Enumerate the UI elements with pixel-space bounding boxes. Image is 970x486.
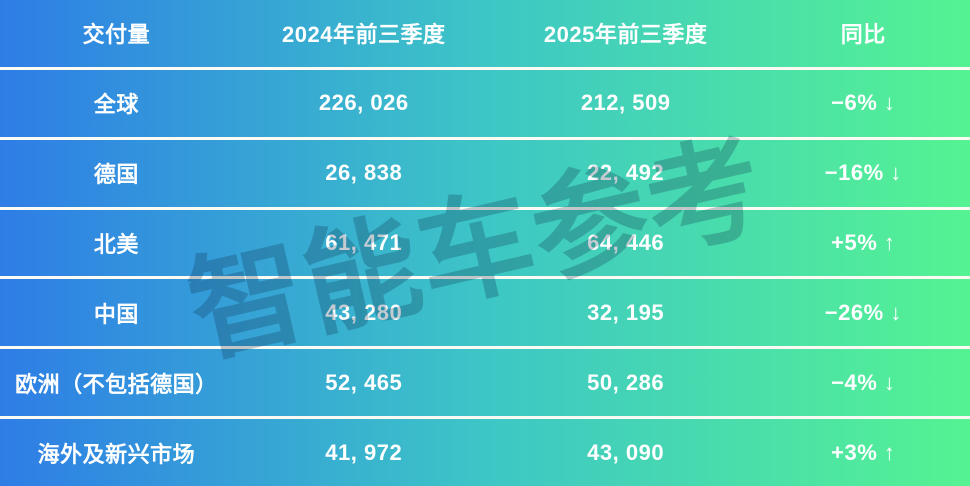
- yoy-cell: −26% ↓: [824, 299, 902, 325]
- value-2024-cell: 43, 280: [325, 299, 403, 325]
- value-2025-cell: 50, 286: [587, 369, 665, 395]
- region-cell: 海外及新兴市场: [37, 441, 196, 467]
- value-2025-cell: 32, 195: [587, 299, 665, 325]
- region-cell: 欧洲（不包括德国）: [15, 371, 218, 397]
- value-2024-cell: 26, 838: [325, 160, 403, 186]
- value-2024-cell: 226, 026: [318, 90, 409, 116]
- yoy-cell: −16% ↓: [824, 160, 902, 186]
- table-row-germany: 德国 26, 838 22, 492 −16% ↓: [0, 136, 970, 207]
- table-row-north-america: 北美 61, 471 64, 446 +5% ↑: [0, 206, 970, 277]
- value-2025-cell: 212, 509: [580, 90, 671, 116]
- region-cell: 德国: [93, 162, 139, 188]
- header-cell-yoy: 同比: [840, 22, 886, 48]
- value-2025-cell: 43, 090: [587, 439, 665, 465]
- header-cell-2024: 2024年前三季度: [282, 22, 446, 48]
- region-cell: 中国: [93, 301, 139, 327]
- table-row-global: 全球 226, 026 212, 509 −6% ↓: [0, 66, 970, 137]
- region-cell: 北美: [93, 232, 139, 257]
- table-row-europe-ex-germany: 欧洲（不包括德国） 52, 465 50, 286 −4% ↓: [0, 346, 970, 416]
- table-header-row: 交付量 2024年前三季度 2025年前三季度 同比: [0, 0, 970, 67]
- value-2024-cell: 61, 471: [325, 230, 403, 255]
- yoy-cell: −4% ↓: [831, 369, 896, 395]
- table-row-china: 中国 43, 280 32, 195 −26% ↓: [0, 276, 970, 346]
- yoy-cell: +5% ↑: [831, 230, 896, 255]
- value-2024-cell: 52, 465: [325, 369, 403, 395]
- region-cell: 全球: [93, 92, 139, 118]
- table-row-overseas-emerging: 海外及新兴市场 41, 972 43, 090 +3% ↑: [0, 416, 970, 486]
- header-cell-metric: 交付量: [82, 22, 151, 48]
- value-2025-cell: 64, 446: [587, 230, 665, 255]
- yoy-cell: −6% ↓: [831, 90, 896, 116]
- header-cell-2025: 2025年前三季度: [543, 22, 708, 48]
- value-2024-cell: 41, 972: [325, 439, 403, 465]
- yoy-cell: +3% ↑: [831, 439, 896, 465]
- value-2025-cell: 22, 492: [587, 160, 665, 186]
